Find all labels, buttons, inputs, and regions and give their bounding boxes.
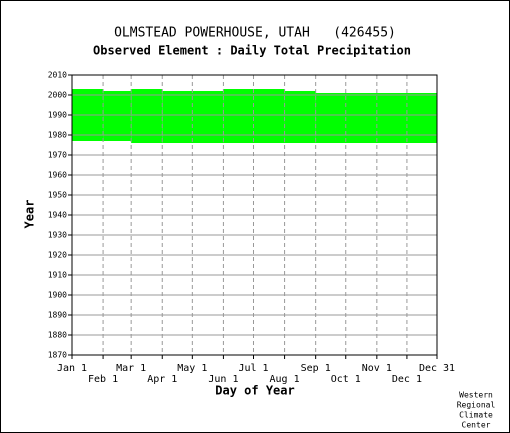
y-tick-label: 1970	[48, 151, 67, 160]
x-tick-label: Feb 1	[88, 374, 118, 385]
data-range	[131, 89, 163, 143]
chart-subtitle: Observed Element : Daily Total Precipita…	[93, 44, 411, 58]
footer-line: Western	[459, 391, 493, 400]
x-tick-label: Jan 1	[57, 363, 87, 374]
x-tick-label: Mar 1	[116, 363, 146, 374]
x-tick-label: Nov 1	[362, 363, 392, 374]
y-tick-label: 1930	[48, 231, 67, 240]
plot-border	[71, 74, 438, 356]
y-tick-label: 1960	[48, 171, 67, 180]
x-tick-label: Jul 1	[238, 363, 268, 374]
y-tick-label: 1940	[48, 211, 67, 220]
y-tick-label: 1920	[48, 251, 67, 260]
x-tick-label: Jun 1	[208, 374, 238, 385]
x-tick-label: Oct 1	[331, 374, 361, 385]
y-tick-label: 2000	[48, 91, 67, 100]
data-range	[284, 91, 316, 143]
data-range	[223, 89, 285, 143]
y-tick-label: 1950	[48, 191, 67, 200]
x-tick-label: May 1	[177, 363, 207, 374]
x-tick-label: Aug 1	[270, 374, 300, 385]
y-tick-label: 2010	[48, 71, 67, 80]
chart-title: OLMSTEAD POWERHOUSE, UTAH (426455)	[114, 26, 396, 41]
x-axis-label: Day of Year	[215, 384, 294, 398]
x-tick-label: Sep 1	[301, 363, 331, 374]
y-tick-label: 1890	[48, 311, 67, 320]
y-tick-label: 1910	[48, 271, 67, 280]
footer-line: Climate	[459, 411, 493, 420]
data-range	[103, 91, 132, 141]
x-tick-label: Apr 1	[147, 374, 177, 385]
x-tick-label: Dec 31	[419, 363, 455, 374]
y-axis-label: Year	[23, 200, 37, 229]
data-range	[162, 91, 224, 143]
x-tick-label: Dec 1	[392, 374, 422, 385]
y-tick-label: 1900	[48, 291, 67, 300]
footer-line: Regional	[457, 401, 496, 410]
y-tick-label: 1870	[48, 351, 67, 360]
y-tick-label: 1990	[48, 111, 67, 120]
y-tick-label: 1980	[48, 131, 67, 140]
footer-line: Center	[462, 421, 491, 430]
y-tick-label: 1880	[48, 331, 67, 340]
